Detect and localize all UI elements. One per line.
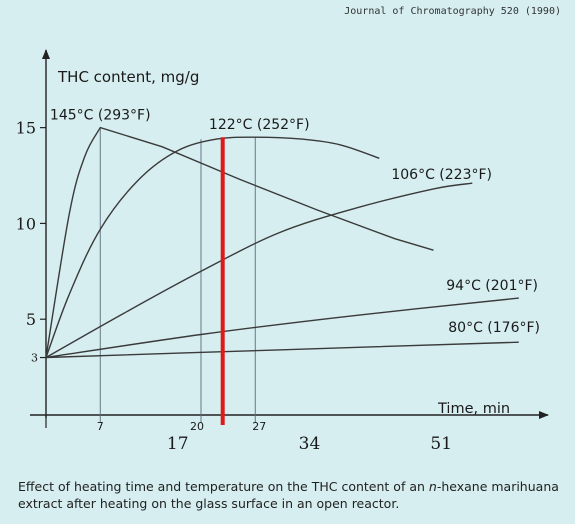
y-tick-label-10: 10 <box>16 214 36 233</box>
x-major-label-17: 17 <box>167 434 189 454</box>
x-minor-label-27: 27 <box>252 420 266 433</box>
thc-line-chart: THC content, mg/g Time, min 3 5 10 15 7 20 27… <box>16 49 549 454</box>
x-minor-label-7: 7 <box>97 420 104 433</box>
series-label-2: 122°C (252°F) <box>209 117 310 133</box>
series-label-3: 106°C (223°F) <box>391 167 492 183</box>
x-major-label-51: 51 <box>430 434 452 454</box>
caption-part2: -hexane marihuana extract after heating … <box>18 479 559 511</box>
x-minor-label-20: 20 <box>190 420 204 433</box>
y-axis-label: THC content, mg/g <box>57 68 199 86</box>
series-label-5: 80°C (176°F) <box>448 320 540 336</box>
series-line-3 <box>45 182 473 359</box>
series-line-2 <box>45 136 380 358</box>
series-line-4 <box>45 297 519 359</box>
journal-reference: Journal of Chromatography 520 (1990) <box>344 6 561 17</box>
x-major-label-34: 34 <box>299 434 321 454</box>
series-label-1: 145°C (293°F) <box>50 108 151 124</box>
series-line-1 <box>45 126 434 358</box>
series-line-5 <box>45 341 519 359</box>
series-label-4: 94°C (201°F) <box>446 278 538 294</box>
y-tick-label-15: 15 <box>16 119 36 138</box>
caption-italic: n <box>428 479 437 494</box>
x-axis-label: Time, min <box>437 401 510 417</box>
y-tick-label-3: 3 <box>31 352 38 365</box>
caption-part1: Effect of heating time and temperature o… <box>18 479 429 494</box>
y-tick-label-5: 5 <box>26 310 36 329</box>
figure-caption: Effect of heating time and temperature o… <box>18 478 563 512</box>
